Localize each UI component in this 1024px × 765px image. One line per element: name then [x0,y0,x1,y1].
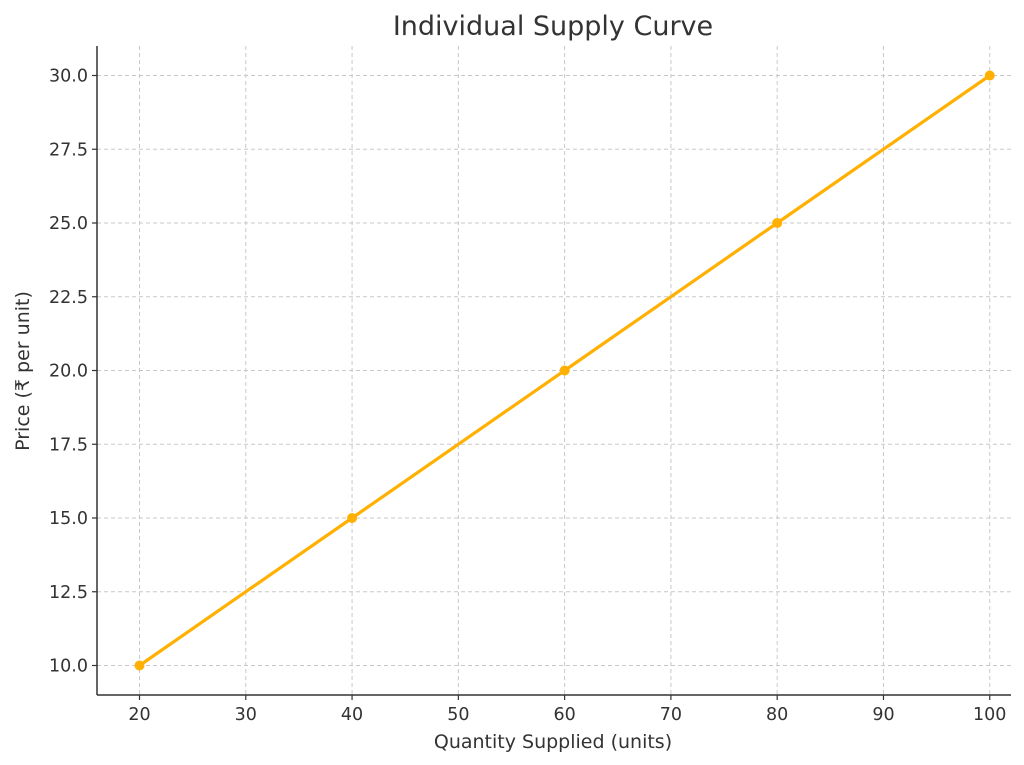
y-tick-label: 10.0 [49,657,88,677]
y-tick-label: 15.0 [49,509,88,529]
data-point [984,70,995,81]
y-tick-label: 25.0 [49,214,88,234]
data-point [559,365,570,376]
y-tick-label: 12.5 [49,583,88,603]
y-tick-label: 27.5 [49,140,88,160]
x-tick-label: 80 [766,705,788,725]
x-tick-label: 30 [235,705,257,725]
y-axis-label: Price (₹ per unit) [12,291,34,451]
y-ticks: 10.0 12.5 15.0 17.5 20.0 22.5 25.0 27.5 30.0 [49,67,97,677]
x-axis-label: Quantity Supplied (units) [434,731,672,753]
data-point [772,218,783,228]
data-point [347,513,358,523]
x-tick-label: 70 [660,705,682,725]
x-tick-label: 40 [341,705,363,725]
y-tick-label: 20.0 [49,362,88,382]
chart-title: Individual Supply Curve [393,11,713,42]
x-tick-label: 50 [447,705,469,725]
x-tick-label: 100 [973,705,1006,725]
data-point [134,660,145,671]
x-ticks: 20 30 40 50 60 70 80 90 100 [128,695,1006,725]
y-tick-label: 17.5 [49,435,88,455]
x-tick-label: 60 [553,705,575,725]
series-group [134,70,995,671]
x-tick-label: 20 [128,705,150,725]
y-tick-label: 30.0 [49,67,88,87]
x-tick-label: 90 [872,705,894,725]
y-tick-label: 22.5 [49,288,88,308]
